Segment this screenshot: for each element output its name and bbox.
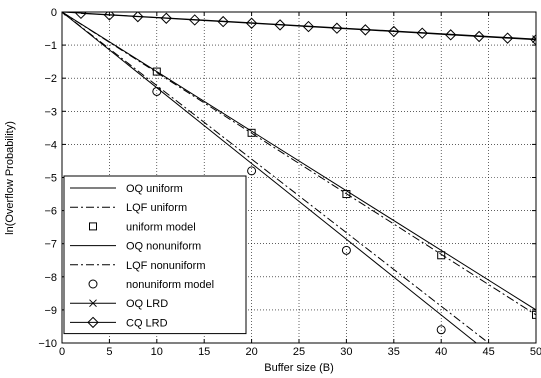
- legend-label: uniform model: [126, 221, 196, 233]
- series-oq-uniform: [62, 12, 536, 311]
- series-uniform-model-point: [532, 310, 536, 319]
- series-cq-lrd-point: [473, 30, 485, 43]
- x-tick-label: 0: [59, 346, 65, 358]
- y-axis-label: ln(Overflow Probability): [4, 121, 16, 235]
- series-lqf-uniform: [62, 12, 536, 316]
- y-tick-label: −7: [44, 239, 57, 251]
- series-nonuniform-model: [152, 86, 446, 335]
- x-tick-label: 15: [198, 346, 210, 358]
- series-oq-nonuniform-line: [62, 12, 477, 343]
- series-uniform-model-point: [247, 128, 256, 137]
- series-cq-lrd-point: [359, 24, 372, 36]
- legend-box: [63, 175, 247, 335]
- series-cq-lrd-point: [103, 12, 116, 21]
- series-cq-lrd-point: [530, 34, 536, 46]
- x-tick-label: 40: [435, 346, 447, 358]
- series-cq-lrd-point: [444, 29, 457, 41]
- legend-item: OQ LRD: [70, 298, 168, 310]
- legend: OQ uniform LQF uniform uniform model OQ non…: [63, 175, 247, 335]
- legend-label: OQ LRD: [126, 298, 168, 310]
- y-tick-label: −6: [44, 206, 57, 218]
- series-uniform-model-point: [152, 67, 161, 76]
- series-oq-lrd-point: [62, 12, 66, 16]
- series-cq-lrd-point: [274, 19, 286, 31]
- y-tick-label: 0: [51, 7, 57, 19]
- series-lqf-nonuniform: [62, 12, 489, 343]
- x-tick-label: 10: [151, 346, 163, 358]
- series-cq-lrd: [75, 12, 536, 46]
- x-tick-label: 5: [106, 346, 112, 358]
- legend-item: OQ nonuniform: [70, 241, 201, 253]
- x-tick-label: 50: [530, 346, 541, 358]
- x-tick-label: 25: [293, 346, 305, 358]
- series-cq-lrd-point: [302, 20, 315, 33]
- series-cq-lrd-point: [160, 12, 172, 24]
- series-nonuniform-model-point: [247, 166, 257, 176]
- series-cq-lrd-point: [217, 15, 229, 28]
- series-uniform-model-point: [342, 190, 351, 199]
- y-tick-label: −1: [44, 40, 57, 52]
- x-axis-label: Buffer size (B): [264, 362, 334, 374]
- y-tick-label: −3: [44, 106, 57, 118]
- series-cq-lrd-point: [245, 17, 258, 29]
- legend-item: OQ uniform: [70, 183, 183, 195]
- y-tick-label: −2: [44, 73, 57, 85]
- x-tick-label: 20: [245, 346, 257, 358]
- legend-marker: [89, 222, 97, 231]
- y-tick-label: −8: [44, 272, 57, 284]
- series-lqf-nonuniform-line: [62, 12, 489, 343]
- y-tick-label: −10: [38, 338, 57, 350]
- legend-label: OQ uniform: [126, 183, 183, 195]
- x-marker-stroke: [532, 38, 536, 43]
- series-cq-lrd-point: [331, 22, 343, 34]
- series-oq-uniform-line: [62, 12, 536, 311]
- y-tick-label: −4: [44, 139, 57, 151]
- y-tick-label: −9: [44, 305, 57, 317]
- legend-label: LQF nonuniform: [126, 260, 205, 272]
- series-cq-lrd-line: [80, 12, 536, 41]
- series-cq-lrd-point: [501, 32, 514, 44]
- x-tick-label: 35: [388, 346, 400, 358]
- legend-item: uniform model: [89, 221, 196, 233]
- legend-item: nonuniform model: [88, 279, 214, 291]
- x-marker-stroke: [89, 299, 97, 308]
- legend-marker: [87, 316, 99, 329]
- x-marker-stroke: [62, 12, 66, 16]
- legend-item: LQF uniform: [70, 202, 187, 214]
- series-cq-lrd-point: [388, 25, 400, 38]
- series-nonuniform-model-point: [341, 245, 351, 255]
- series-layer: [62, 12, 536, 343]
- legend-label: CQ LRD: [126, 317, 168, 329]
- ticks: 0 5 10 15 20 25 30 35 40 45 50 0 −1 −2 −3 −4 −5 −6 −7 −8 −9 −…: [38, 7, 541, 358]
- series-cq-lrd-point: [189, 14, 201, 26]
- legend-label: nonuniform model: [126, 279, 214, 291]
- series-oq-nonuniform: [62, 12, 477, 343]
- series-cq-lrd-point: [416, 27, 428, 39]
- legend-item: CQ LRD: [70, 316, 168, 329]
- x-tick-label: 45: [482, 346, 494, 358]
- legend-label: LQF uniform: [126, 202, 187, 214]
- y-tick-label: −5: [44, 173, 57, 185]
- legend-marker: [89, 299, 97, 308]
- legend-item: LQF nonuniform: [70, 260, 205, 272]
- series-nonuniform-model-point: [436, 325, 446, 335]
- series-cq-lrd-point: [132, 12, 144, 23]
- legend-marker: [88, 279, 98, 289]
- x-tick-label: 30: [340, 346, 352, 358]
- series-cq-lrd-point: [75, 12, 87, 20]
- series-uniform-model-point: [437, 251, 446, 260]
- series-uniform-model: [152, 67, 536, 319]
- series-nonuniform-model-point: [152, 86, 162, 96]
- series-lqf-uniform-line: [62, 12, 536, 316]
- legend-label: OQ nonuniform: [126, 241, 201, 253]
